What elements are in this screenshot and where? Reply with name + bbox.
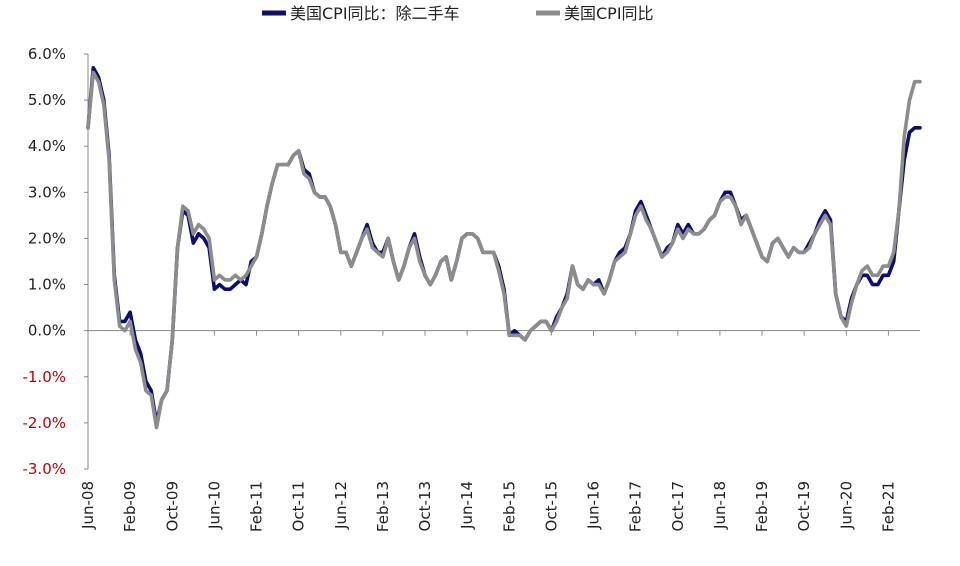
x-tick-label: Oct-11 xyxy=(290,481,308,531)
x-tick-label: Oct-17 xyxy=(669,481,687,531)
x-tick-label: Feb-15 xyxy=(500,481,518,532)
x-tick-label: Feb-19 xyxy=(753,481,771,532)
y-axis: 6.0% 5.0% 4.0% 3.0% 2.0% 1.0% 0.0% -1.0% -2.0% -3… xyxy=(22,45,89,478)
x-tick-label: Oct-13 xyxy=(416,481,434,531)
x-tick-label: Jun-18 xyxy=(711,481,729,530)
x-tick-label: Feb-13 xyxy=(374,481,392,532)
x-tick-label: Jun-20 xyxy=(837,481,855,530)
x-tick-label: Oct-09 xyxy=(163,481,181,531)
legend-item-cpi-ex-used-cars-label: 美国CPI同比：除二手车 xyxy=(290,4,460,23)
y-tick-label: 2.0% xyxy=(28,229,66,247)
y-tick-label: -1.0% xyxy=(22,368,66,386)
x-tick-label: Jun-08 xyxy=(79,481,97,530)
y-tick-label: 3.0% xyxy=(28,183,66,201)
y-tick-label: 1.0% xyxy=(28,276,66,294)
x-tick-label: Feb-21 xyxy=(879,481,897,532)
plot-area xyxy=(86,66,922,430)
x-tick-label: Jun-10 xyxy=(205,481,223,530)
y-tick-label: 4.0% xyxy=(28,137,66,155)
x-tick-label: Feb-09 xyxy=(121,481,139,532)
x-axis: Jun-08 Feb-09 Oct-09 Jun-10 Feb-11 Oct-11 Jun-… xyxy=(79,330,920,532)
y-tick-label: 0.0% xyxy=(28,322,66,340)
y-tick-label: -2.0% xyxy=(22,414,66,432)
series-line-cpi xyxy=(86,70,922,430)
x-tick-label: Oct-19 xyxy=(795,481,813,531)
legend-item-cpi-label: 美国CPI同比 xyxy=(564,4,654,23)
x-tick-label: Feb-11 xyxy=(248,481,266,532)
x-tick-label: Oct-15 xyxy=(542,481,560,531)
y-tick-label: 6.0% xyxy=(28,45,66,63)
x-tick-label: Feb-17 xyxy=(627,481,645,532)
legend: 美国CPI同比：除二手车 美国CPI同比 xyxy=(262,4,654,23)
y-tick-label: -3.0% xyxy=(22,460,66,478)
x-tick-label: Jun-12 xyxy=(332,481,350,530)
series-line-cpi-ex-used-cars xyxy=(86,66,922,425)
x-tick-label: Jun-16 xyxy=(585,481,603,530)
x-tick-label: Jun-14 xyxy=(458,481,476,530)
y-tick-label: 5.0% xyxy=(28,91,66,109)
